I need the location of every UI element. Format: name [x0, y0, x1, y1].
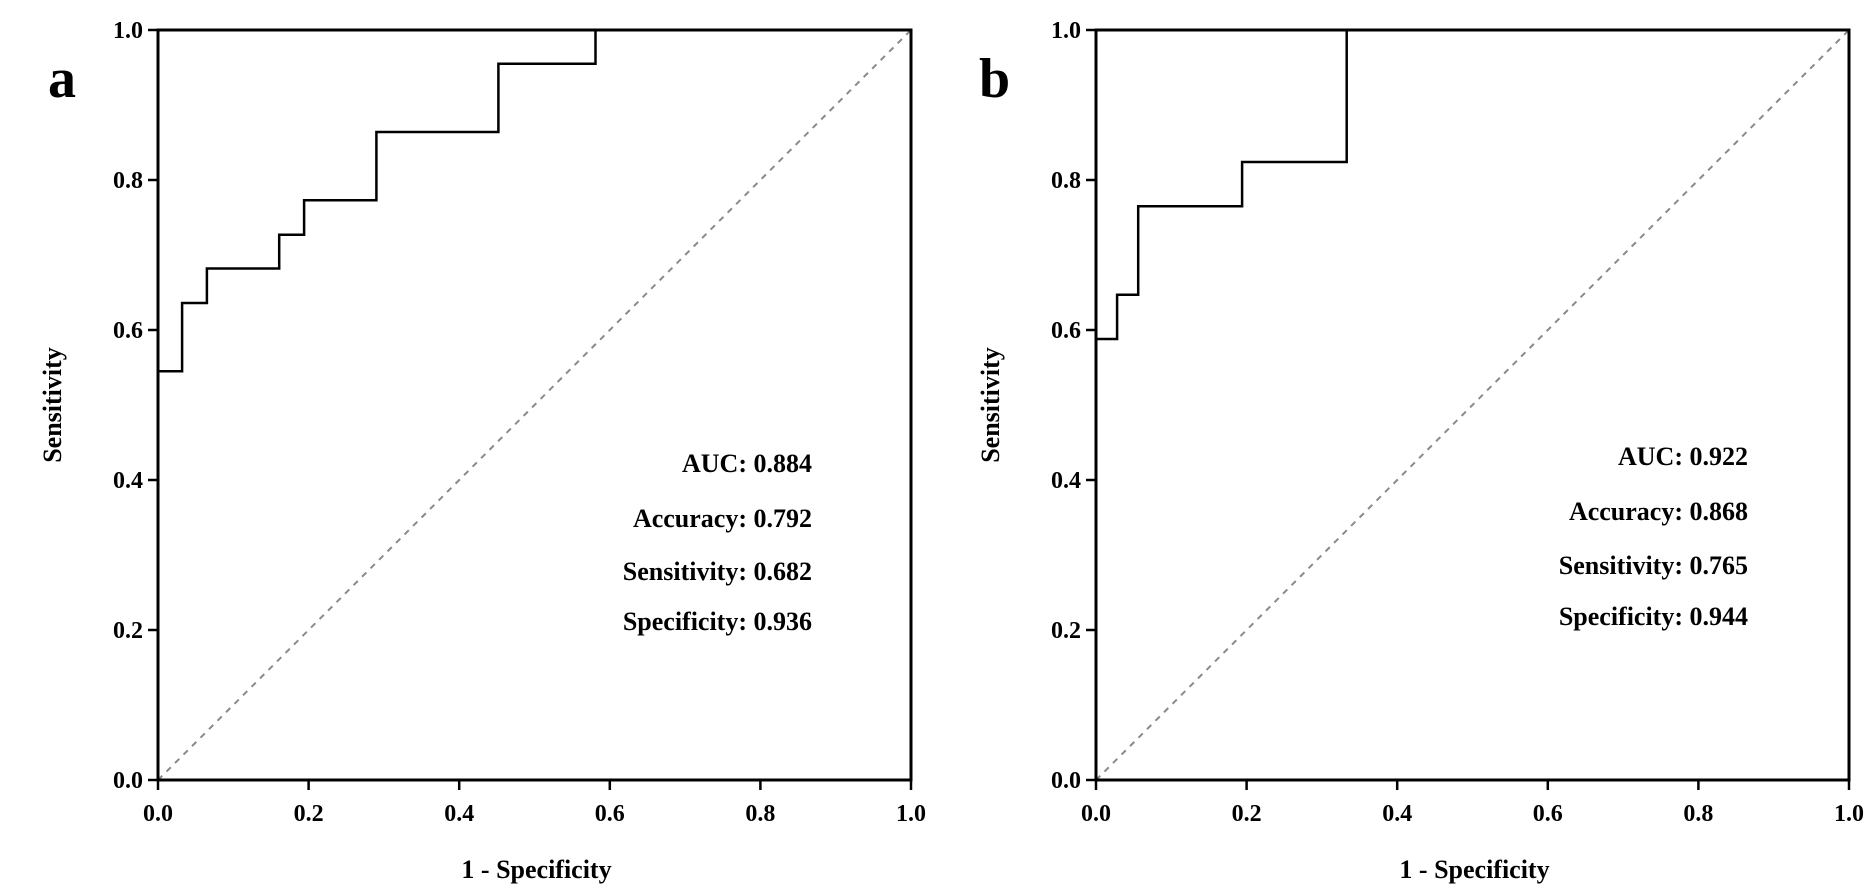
- x-tick-label-a: 0.6: [595, 801, 625, 827]
- x-axis-ticks-a: 0.0 0.2 0.4 0.6 0.8 1.0: [143, 780, 926, 827]
- y-tick-label-a: 0.4: [113, 468, 143, 494]
- y-axis-title-b: Sensitivity: [976, 347, 1005, 463]
- y-tick-label-a: 0.8: [113, 168, 143, 194]
- y-tick-label-b: 1.0: [1051, 18, 1081, 44]
- x-axis-title-a: 1 - Specificity: [461, 855, 611, 884]
- x-axis-ticks-b: 0.0 0.2 0.4 0.6 0.8 1.0: [1081, 780, 1864, 827]
- specificity-text-a: Specificity: 0.936: [623, 607, 812, 636]
- x-tick-label-b: 0.8: [1683, 801, 1713, 827]
- x-tick-label-b: 0.0: [1081, 801, 1111, 827]
- panel-label-a: a: [48, 48, 76, 110]
- roc-curve-a: [156, 28, 911, 780]
- reference-diagonal-a: [157, 29, 912, 781]
- x-tick-label-b: 0.4: [1382, 801, 1412, 827]
- roc-curve-b-group: [1094, 28, 1850, 781]
- panel-a: a 0.0 0.2 0.4 0.6 0.8 1.0 0.00.20.40.60.81.0 …: [38, 18, 926, 884]
- x-tick-label-a: 0.2: [294, 801, 324, 827]
- x-tick-label-b: 0.2: [1232, 801, 1262, 827]
- x-axis-title-b: 1 - Specificity: [1399, 855, 1549, 884]
- y-tick-label-a: 0.6: [113, 318, 143, 344]
- plot-frame-a: [156, 28, 913, 782]
- roc-curve-b: [1094, 28, 1849, 780]
- accuracy-text-b: Accuracy: 0.868: [1569, 497, 1748, 526]
- y-axis-ticks-b: 0.0 0.2 0.4 0.6 0.8 1.0: [1051, 18, 1096, 794]
- panel-b: b 0.0 0.2 0.4 0.6 0.8 1.0 0.00.20.40.60.81.0 …: [976, 18, 1864, 884]
- y-tick-label-a: 0.0: [113, 768, 143, 794]
- sensitivity-text-b: Sensitivity: 0.765: [1559, 551, 1748, 580]
- reference-diagonal-b: [1095, 29, 1850, 781]
- plot-frame-b: [1094, 28, 1851, 782]
- y-axis-title-a: Sensitivity: [38, 347, 67, 463]
- y-tick-label-b: 0.0: [1051, 768, 1081, 794]
- y-tick-label-b: 0.2: [1051, 618, 1081, 644]
- x-tick-label-a: 0.8: [745, 801, 775, 827]
- roc-curve-a-group: [156, 28, 912, 781]
- y-tick-label-b: 0.8: [1051, 168, 1081, 194]
- sensitivity-text-a: Sensitivity: 0.682: [623, 557, 812, 586]
- x-tick-label-b: 0.6: [1533, 801, 1563, 827]
- accuracy-text-a: Accuracy: 0.792: [633, 504, 812, 533]
- y-tick-label-a: 0.2: [113, 618, 143, 644]
- x-tick-label-a: 1.0: [896, 801, 926, 827]
- y-tick-label-a: 1.0: [113, 18, 143, 44]
- x-tick-label-a: 0.0: [143, 801, 173, 827]
- y-tick-label-b: 0.6: [1051, 318, 1081, 344]
- specificity-text-b: Specificity: 0.944: [1559, 602, 1748, 631]
- y-tick-label-b: 0.4: [1051, 468, 1081, 494]
- auc-text-b: AUC: 0.922: [1618, 442, 1748, 471]
- x-tick-label-a: 0.4: [444, 801, 474, 827]
- x-tick-label-b: 1.0: [1834, 801, 1864, 827]
- y-axis-ticks-a: 0.0 0.2 0.4 0.6 0.8 1.0: [113, 18, 158, 794]
- stats-box-a: AUC: 0.884 Accuracy: 0.792 Sensitivity: …: [623, 449, 812, 636]
- panel-label-b: b: [979, 48, 1010, 110]
- auc-text-a: AUC: 0.884: [682, 449, 812, 478]
- stats-box-b: AUC: 0.922 Accuracy: 0.868 Sensitivity: …: [1559, 442, 1748, 631]
